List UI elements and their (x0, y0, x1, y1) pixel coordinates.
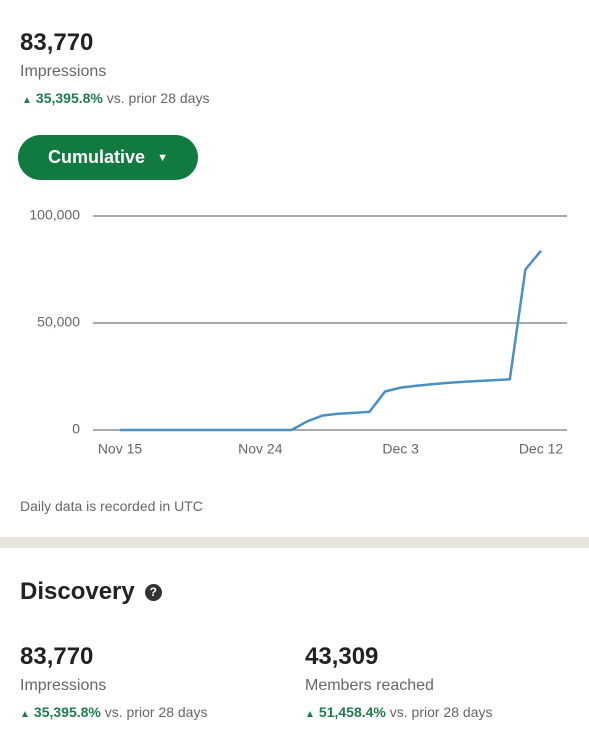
utc-note: Daily data is recorded in UTC (20, 498, 203, 514)
change-suffix: vs. prior 28 days (106, 90, 210, 106)
change-value: 35,395.8% (35, 90, 103, 106)
change-value: 35,395.8% (33, 704, 101, 720)
impressions-label: Impressions (20, 63, 107, 80)
y-tick-label: 100,000 (29, 207, 80, 223)
stat-label: Impressions (20, 677, 107, 694)
x-tick-label: Dec 12 (519, 441, 564, 457)
y-tick-label: 0 (72, 421, 80, 437)
line (120, 249, 542, 432)
stat-change: ▲ 35,395.8% vs. prior 28 days (20, 704, 208, 720)
cumulative-dropdown[interactable]: Cumulative ▼ (18, 135, 198, 180)
stat-value: 83,770 (20, 643, 94, 670)
change-suffix: vs. prior 28 days (104, 704, 208, 720)
stat-change: ▲ 51,458.4% vs. prior 28 days (305, 704, 493, 720)
discovery-title: Discovery? (20, 578, 162, 606)
stat-label: Members reached (305, 677, 434, 694)
change-value: 51,458.4% (318, 704, 386, 720)
x-tick-label: Nov 15 (98, 441, 143, 457)
impressions-value: 83,770 (20, 29, 94, 56)
separator (0, 537, 589, 548)
x-tick-label: Dec 3 (382, 441, 419, 457)
chart: 0 50,000 100,000 Nov 15 Nov 24 Dec 3 Dec 12 (29, 207, 567, 457)
x-tick-label: Nov 24 (238, 441, 283, 457)
change-suffix: vs. prior 28 days (389, 704, 493, 720)
y-tick-label: 50,000 (37, 314, 80, 330)
button-label[interactable]: Cumulative (48, 147, 146, 167)
impressions-change: ▲ 35,395.8% vs. prior 28 days (22, 90, 210, 106)
discovery-title-text: Discovery (20, 578, 135, 605)
stat-value: 43,309 (305, 643, 379, 670)
